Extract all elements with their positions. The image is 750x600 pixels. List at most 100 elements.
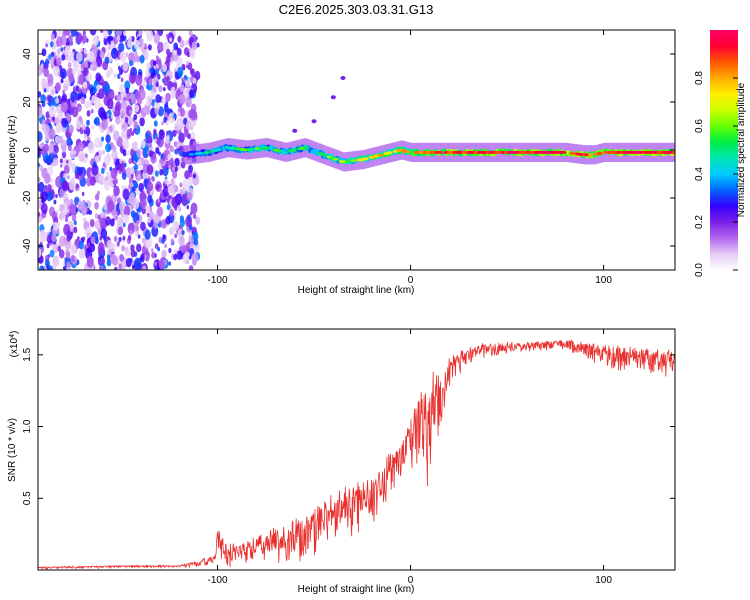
noise-blob [154,243,159,250]
noise-blob [158,151,161,156]
noise-blob [102,61,109,71]
noise-blob [113,185,120,197]
snr-xtick-label: 0 [408,575,414,586]
noise-blob [133,121,139,129]
snr-ytick-label: 0.5 [22,491,33,505]
noise-blob [83,66,89,77]
noise-blob [143,242,147,248]
noise-blob [75,207,79,213]
noise-blob [190,109,197,121]
noise-blob [102,80,105,85]
noise-blob [132,98,136,105]
noise-blob [127,222,135,235]
noise-blob [123,205,131,217]
noise-blob [120,109,126,119]
noise-blob [135,55,141,63]
noise-blob [131,55,137,63]
noise-blob [184,251,190,261]
noise-blob [50,62,55,69]
colorbar-tick-label: 0.4 [694,167,705,181]
spectrogram-ytick-label: 20 [22,96,33,108]
noise-blob [56,32,60,38]
noise-blob [122,188,130,200]
noise-blob [46,243,50,249]
noise-blob [188,89,195,98]
noise-blob [48,54,52,60]
noise-blob [155,147,160,154]
noise-blob [154,261,157,266]
noise-blob [73,220,77,226]
noise-blob [117,73,121,80]
noise-blob [87,141,95,154]
noise-blob [77,150,85,163]
noise-blob [123,214,129,225]
noise-blob [179,84,185,93]
noise-blob [50,51,55,58]
noise-blob [120,118,125,126]
noise-blob [146,95,153,105]
noise-blob [173,253,178,261]
noise-blob [90,236,96,245]
noise-blob [107,88,115,101]
noise-blob [38,248,42,258]
noise-blob [122,149,127,157]
noise-blob [178,93,186,105]
noise-blob [182,179,189,190]
noise-blob [157,49,161,54]
scatter-point [330,95,336,100]
noise-blob [133,163,138,171]
noise-blob [174,166,178,172]
noise-blob [155,94,161,104]
noise-blob [94,193,100,201]
noise-blob [174,248,178,254]
noise-blob [55,97,60,104]
noise-blob [174,119,182,131]
noise-blob [66,261,71,268]
snr-xtick-label: 100 [595,575,612,586]
noise-blob [85,153,88,158]
snr-panel: -100 0 100 0.5 1.0 1.5 Height of straight lin… [7,328,676,595]
noise-blob [59,158,64,164]
noise-blob [54,135,60,144]
noise-blob [143,30,147,33]
noise-blob [145,255,150,262]
noise-blob [89,219,95,228]
noise-blob [68,144,72,152]
noise-blob [173,49,177,56]
noise-blob [40,231,48,243]
noise-blob [115,30,123,37]
noise-blob [139,54,145,64]
noise-blob [110,167,118,179]
noise-blob [189,48,196,59]
noise-blob [185,39,190,47]
noise-blob [152,60,157,66]
noise-blob [60,68,67,80]
noise-blob [38,131,43,142]
noise-blob [105,216,111,226]
colorbar-tick-label: 0.0 [694,263,705,277]
noise-blob [56,57,62,66]
noise-blob [38,177,41,182]
noise-blob [153,185,156,190]
noise-blob [147,216,152,224]
noise-blob [105,153,112,162]
signal-core [350,159,357,163]
noise-blob [64,30,71,36]
noise-blob [186,191,193,202]
noise-blob [119,158,123,164]
noise-blob [184,170,190,180]
signal-core [596,151,603,155]
noise-blob [147,194,153,204]
noise-blob [188,255,192,260]
noise-blob [178,188,182,194]
noise-blob [94,137,101,149]
signal-core [248,147,255,151]
noise-blob [188,265,194,270]
noise-blob [130,182,134,188]
noise-blob [117,197,122,204]
noise-blob [46,191,53,202]
noise-blob [179,218,185,228]
noise-blob [94,116,100,126]
spectrogram-xtick-label: 0 [408,275,414,286]
